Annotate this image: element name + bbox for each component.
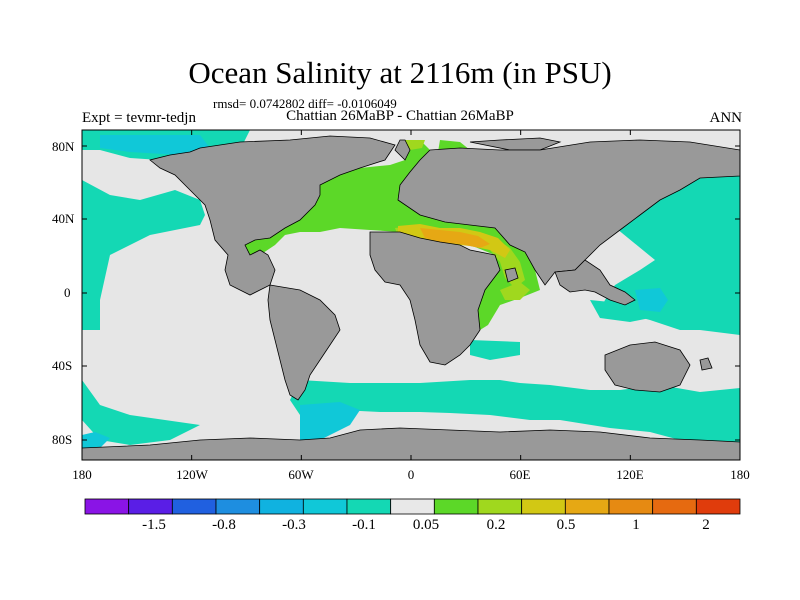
lon-label-180e: 180 bbox=[730, 467, 750, 482]
colorbar-swatch bbox=[171, 498, 217, 515]
colorbar-label: -0.8 bbox=[212, 517, 236, 533]
colorbar-swatch bbox=[521, 498, 566, 515]
lon-label-0: 0 bbox=[407, 467, 415, 482]
map-title: Ocean Salinity at 2116m (in PSU) bbox=[188, 55, 612, 90]
colorbar-swatch bbox=[433, 498, 479, 515]
lon-label-120e: 120E bbox=[616, 467, 644, 482]
lon-label-60w: 60W bbox=[288, 467, 314, 482]
colorbar bbox=[84, 498, 741, 515]
lat-label-40n: 40N bbox=[52, 211, 75, 226]
cyan-regions bbox=[82, 135, 668, 448]
lon-label-60e: 60E bbox=[509, 467, 531, 482]
lon-label-120w: 120W bbox=[176, 467, 208, 482]
colorbar-label: 0.05 bbox=[412, 517, 440, 533]
colorbar-swatch bbox=[215, 498, 261, 515]
experiment-label: Expt = tevmr-tedjn bbox=[82, 110, 196, 126]
colorbar-swatch bbox=[652, 498, 697, 515]
colorbar-swatch bbox=[608, 498, 654, 515]
axis-ticks bbox=[81, 130, 741, 460]
lat-label-80s: 80S bbox=[52, 432, 73, 447]
case-label: Chattian 26MaBP - Chattian 26MaBP bbox=[286, 108, 514, 124]
colorbar-swatch bbox=[346, 498, 392, 515]
season-label: ANN bbox=[709, 110, 743, 126]
colorbar-label: 0.2 bbox=[486, 517, 506, 533]
colorbar-label: 1 bbox=[632, 517, 640, 533]
colorbar-label: -0.1 bbox=[352, 517, 376, 533]
colorbar-swatch bbox=[390, 498, 435, 515]
lat-label-40s: 40S bbox=[52, 358, 73, 373]
map-field bbox=[82, 130, 740, 460]
colorbar-swatch bbox=[302, 498, 348, 515]
colorbar-label: 2 bbox=[702, 517, 710, 533]
stats-line: rmsd= 0.0742802 diff= -0.0106049 bbox=[213, 96, 397, 111]
continents bbox=[82, 135, 740, 460]
colorbar-swatch bbox=[695, 498, 741, 515]
lat-label-0: 0 bbox=[64, 285, 71, 300]
colorbar-label: -0.3 bbox=[282, 517, 306, 533]
colorbar-label: 0.5 bbox=[556, 517, 576, 533]
colorbar-swatch bbox=[259, 498, 304, 515]
colorbar-swatch bbox=[477, 498, 523, 515]
colorbar-swatch bbox=[564, 498, 610, 515]
lat-label-80n: 80N bbox=[52, 139, 75, 154]
colorbar-swatch bbox=[84, 498, 130, 515]
colorbar-swatch bbox=[128, 498, 173, 515]
colorbar-label: -1.5 bbox=[142, 517, 166, 533]
lon-label-180w: 180 bbox=[72, 467, 92, 482]
gold-regions bbox=[398, 224, 510, 258]
